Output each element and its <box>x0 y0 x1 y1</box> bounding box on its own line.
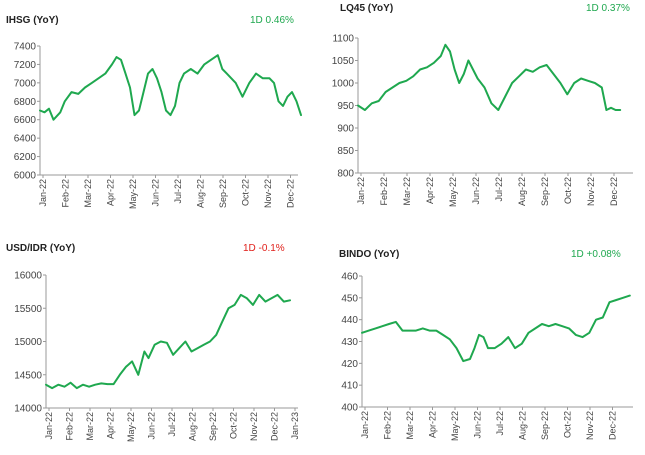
x-tick-label: Apr-22 <box>428 411 438 438</box>
y-tick-label: 450 <box>341 293 358 304</box>
x-tick-label: Aug-22 <box>517 177 527 206</box>
x-tick-label: Oct-22 <box>241 179 251 206</box>
chart-title: BINDO (YoY) <box>339 249 400 260</box>
series-line <box>45 293 291 390</box>
x-tick-label: Dec-22 <box>286 179 296 208</box>
y-tick-label: 15000 <box>14 337 42 348</box>
y-tick-label: 6400 <box>14 134 37 145</box>
y-tick-label: 850 <box>337 146 354 157</box>
x-tick-label: Dec-22 <box>608 411 618 440</box>
x-tick-label: Oct-22 <box>229 412 239 439</box>
x-tick-label: Jul-22 <box>494 177 504 202</box>
series-line <box>39 54 302 121</box>
chart-title: IHSG (YoY) <box>6 15 59 26</box>
y-tick-label: 7000 <box>14 78 37 89</box>
y-tick-label: 6800 <box>14 97 37 108</box>
daily-change-label: 1D 0.37% <box>586 3 630 14</box>
x-tick-label: Jan-23 <box>290 412 300 440</box>
y-tick-label: 420 <box>341 359 358 370</box>
x-tick-label: Sep-22 <box>208 412 218 441</box>
x-tick-label: Nov-22 <box>586 177 596 206</box>
x-tick-label: Jun-22 <box>151 179 161 207</box>
x-tick-label: Jun-22 <box>471 177 481 205</box>
x-tick-label: Apr-22 <box>425 177 435 204</box>
x-tick-label: Mar-22 <box>85 412 95 441</box>
y-tick-label: 400 <box>341 403 358 414</box>
daily-change-label: 1D +0.08% <box>571 249 621 260</box>
x-tick-label: Oct-22 <box>563 177 573 204</box>
chart-title: USD/IDR (YoY) <box>6 243 76 254</box>
x-tick-label: Dec-22 <box>609 177 619 206</box>
series-line <box>357 43 622 111</box>
x-tick-label: May-22 <box>126 412 136 442</box>
x-tick-label: Apr-22 <box>106 179 116 206</box>
x-tick-label: Apr-22 <box>106 412 116 439</box>
series-line <box>361 294 631 363</box>
x-tick-label: Feb-22 <box>61 179 71 208</box>
y-tick-label: 800 <box>337 169 354 180</box>
y-tick-label: 6600 <box>14 115 37 126</box>
y-tick-label: 950 <box>337 101 354 112</box>
x-tick-label: Feb-22 <box>379 177 389 206</box>
x-tick-label: Dec-22 <box>270 412 280 441</box>
x-tick-label: Aug-22 <box>518 411 528 440</box>
y-tick-label: 410 <box>341 381 358 392</box>
x-tick-label: Nov-22 <box>249 412 259 441</box>
x-tick-label: Jan-22 <box>44 412 54 440</box>
x-tick-label: Jan-22 <box>38 179 48 207</box>
y-tick-label: 7400 <box>14 42 37 53</box>
y-tick-label: 430 <box>341 337 358 348</box>
x-tick-label: Jul-22 <box>167 412 177 437</box>
x-tick-label: Jan-22 <box>360 411 370 439</box>
x-tick-label: Jun-22 <box>473 411 483 439</box>
y-tick-label: 1100 <box>332 34 354 45</box>
y-tick-label: 900 <box>337 124 354 135</box>
y-tick-label: 6000 <box>14 171 37 182</box>
x-tick-label: May-22 <box>128 179 138 209</box>
y-tick-label: 14000 <box>14 404 42 415</box>
x-tick-label: Aug-22 <box>188 412 198 441</box>
x-tick-label: Mar-22 <box>402 177 412 206</box>
y-tick-label: 16000 <box>14 271 42 282</box>
x-tick-label: Jul-22 <box>173 179 183 204</box>
x-tick-label: Jan-22 <box>356 177 366 205</box>
y-tick-label: 1050 <box>332 56 355 67</box>
x-tick-label: Sep-22 <box>540 411 550 440</box>
y-tick-label: 14500 <box>14 370 42 381</box>
x-tick-label: May-22 <box>448 177 458 207</box>
x-tick-label: Mar-22 <box>83 179 93 208</box>
x-tick-label: Mar-22 <box>405 411 415 440</box>
daily-change-label: 1D -0.1% <box>243 243 285 254</box>
y-tick-label: 1000 <box>332 79 355 90</box>
y-tick-label: 6200 <box>14 152 37 163</box>
x-tick-label: Feb-22 <box>65 412 75 441</box>
x-tick-label: Nov-22 <box>263 179 273 208</box>
x-tick-label: Aug-22 <box>196 179 206 208</box>
y-tick-label: 15500 <box>14 304 42 315</box>
x-tick-label: Oct-22 <box>563 411 573 438</box>
x-tick-label: Jul-22 <box>495 411 505 436</box>
y-tick-label: 440 <box>341 315 358 326</box>
y-tick-label: 460 <box>341 272 358 283</box>
x-tick-label: Sep-22 <box>540 177 550 206</box>
y-tick-label: 7200 <box>14 60 37 71</box>
chart-title: LQ45 (YoY) <box>340 3 394 14</box>
daily-change-label: 1D 0.46% <box>250 15 294 26</box>
x-tick-label: Sep-22 <box>218 179 228 208</box>
x-tick-label: Nov-22 <box>585 411 595 440</box>
x-tick-label: Feb-22 <box>383 411 393 440</box>
x-tick-label: May-22 <box>450 411 460 441</box>
x-tick-label: Jun-22 <box>147 412 157 440</box>
